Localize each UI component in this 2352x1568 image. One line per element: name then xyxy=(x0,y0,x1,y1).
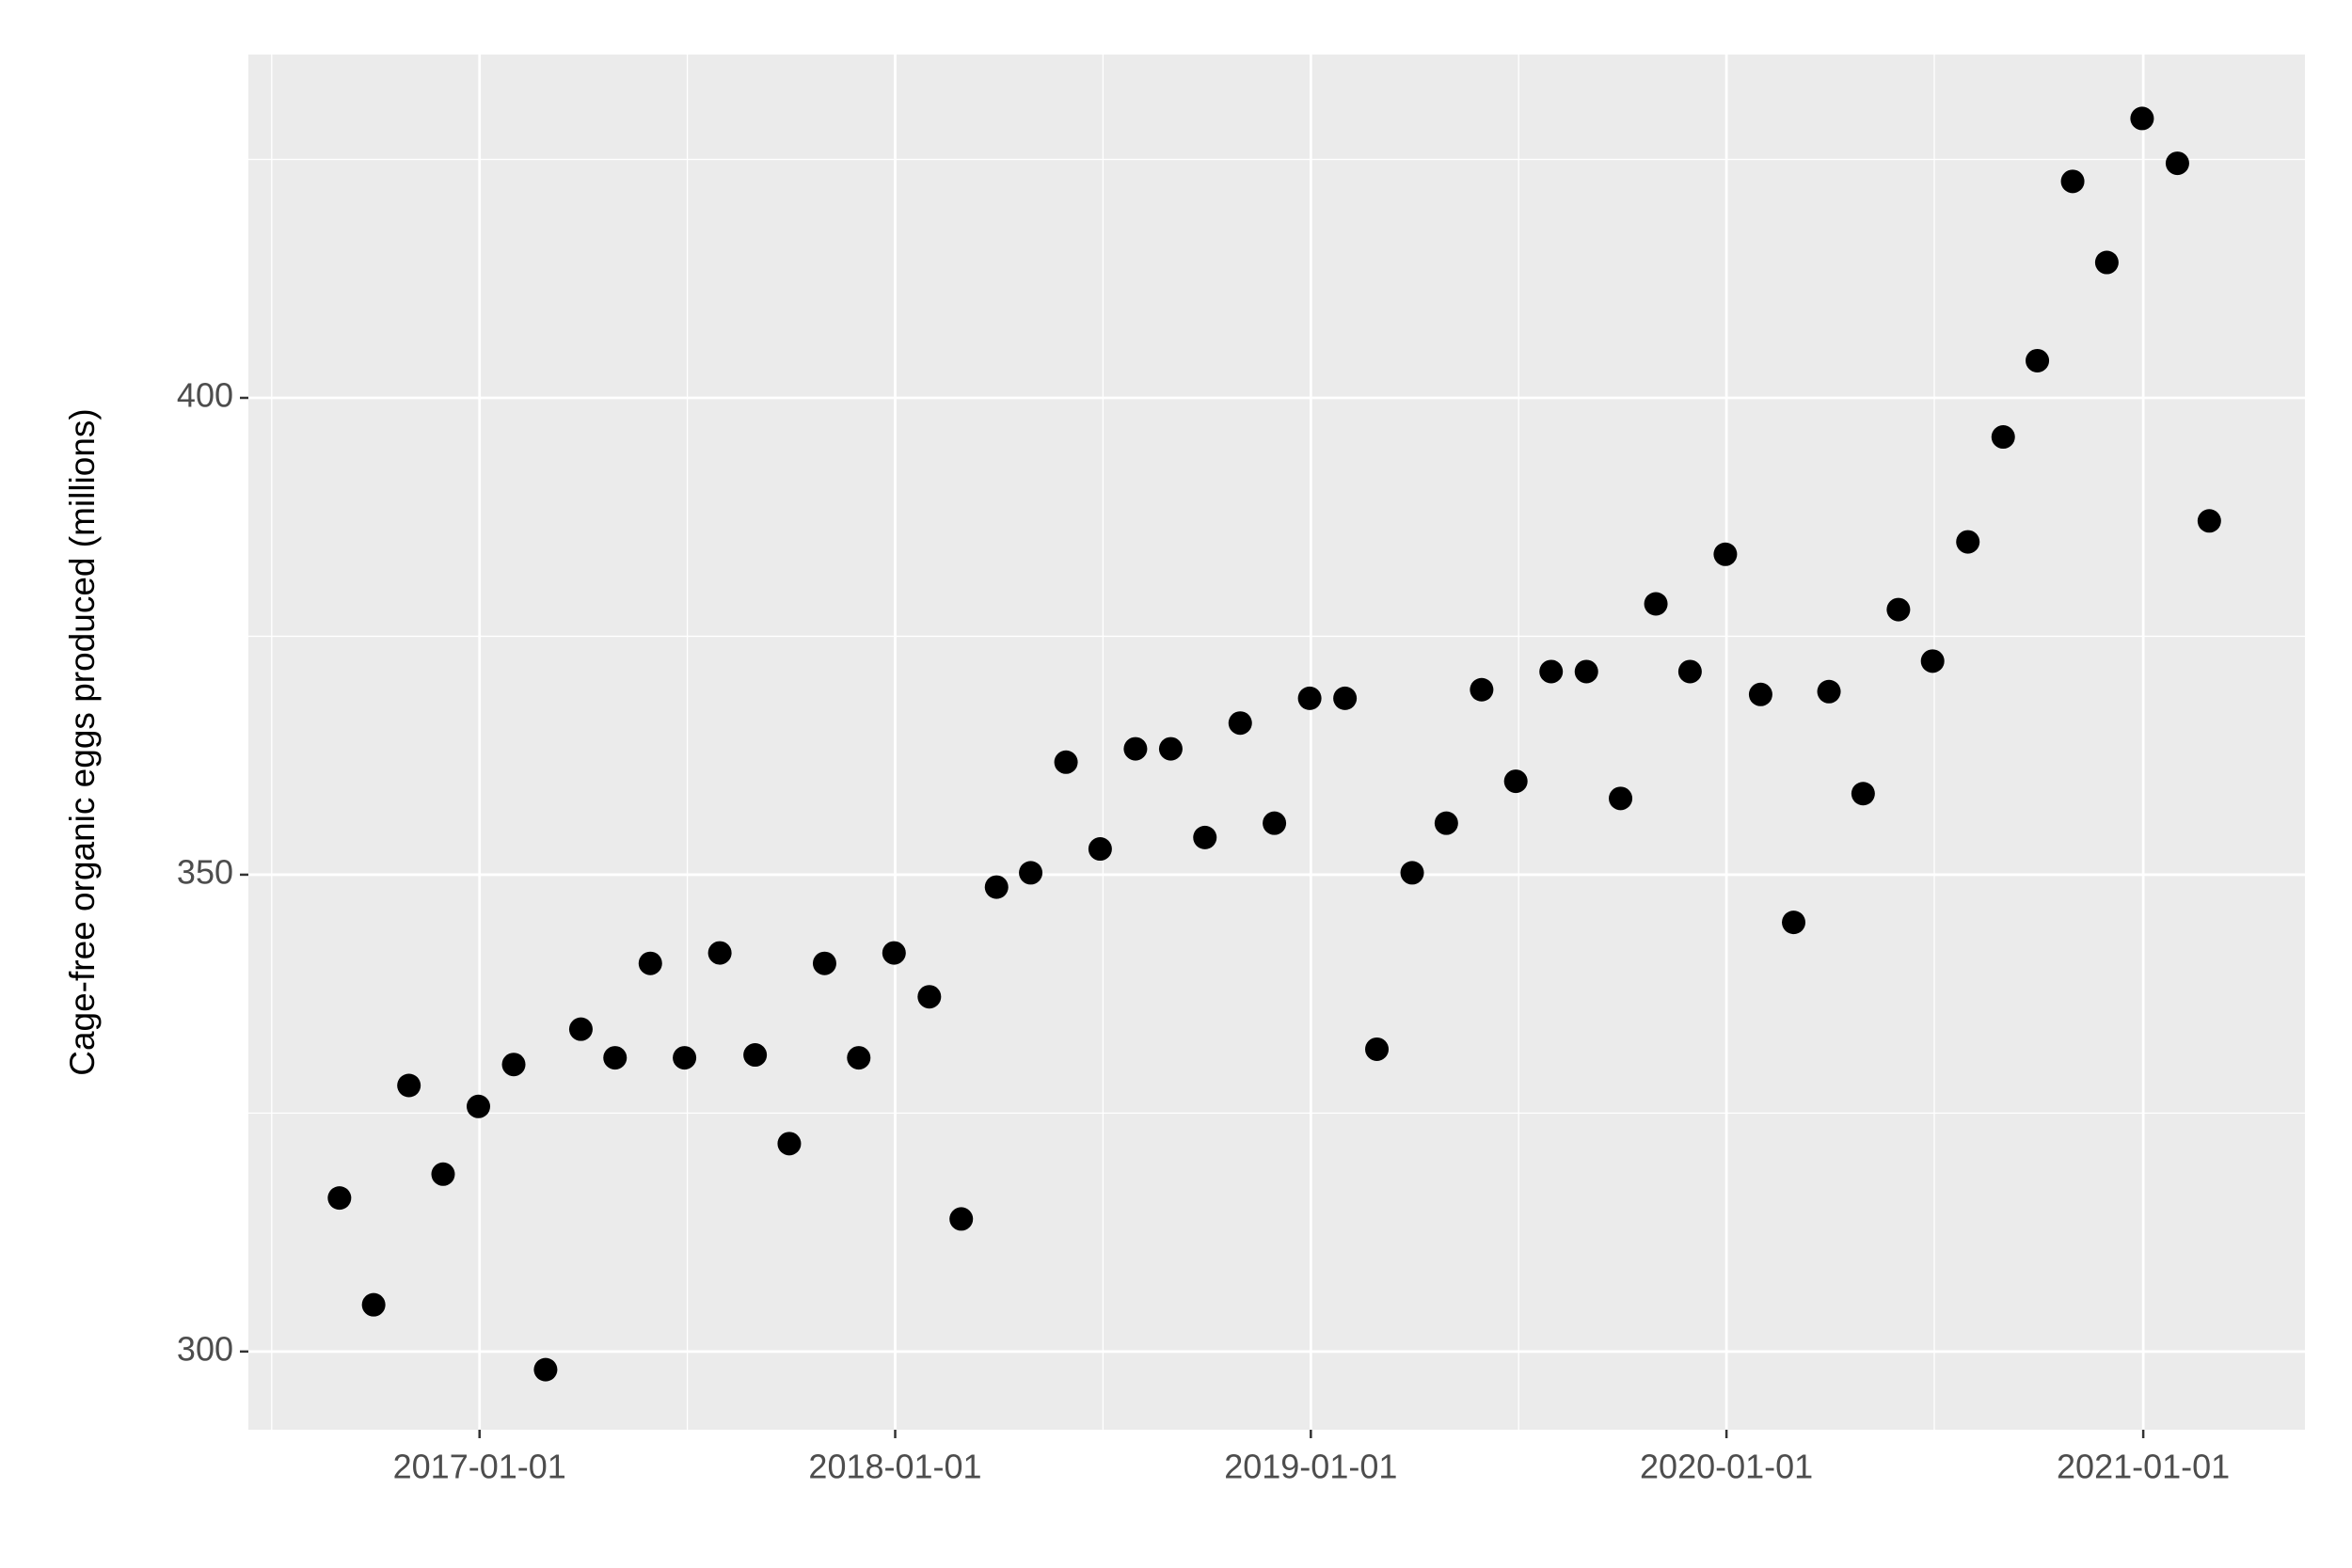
point xyxy=(1748,682,1772,706)
point xyxy=(327,1186,352,1211)
point xyxy=(1228,711,1252,736)
point xyxy=(1470,677,1494,702)
point xyxy=(431,1162,455,1186)
x-tick-label: 2018-01-01 xyxy=(808,1448,981,1486)
point xyxy=(1920,649,1945,673)
point xyxy=(1123,736,1148,761)
point xyxy=(1365,1037,1390,1061)
y-axis-title: Cage-free organic eggs produced (million… xyxy=(63,408,102,1076)
point xyxy=(673,1046,697,1070)
point xyxy=(1644,592,1668,616)
point xyxy=(1503,769,1528,794)
point xyxy=(1782,911,1806,935)
point xyxy=(603,1046,628,1070)
point xyxy=(743,1043,768,1068)
point xyxy=(1677,659,1702,684)
point xyxy=(1158,736,1183,761)
point xyxy=(812,951,836,975)
point xyxy=(1851,782,1875,806)
point xyxy=(467,1094,491,1118)
point xyxy=(2060,169,2085,194)
point xyxy=(1886,597,1911,622)
point xyxy=(1263,811,1287,835)
y-tick-label: 300 xyxy=(177,1329,233,1368)
point xyxy=(882,941,906,965)
point xyxy=(568,1017,593,1041)
point xyxy=(917,985,942,1009)
point xyxy=(1088,837,1112,862)
point xyxy=(361,1292,386,1317)
x-tick-label: 2021-01-01 xyxy=(2057,1448,2230,1486)
point xyxy=(2130,106,2154,131)
point xyxy=(1713,542,1738,566)
y-tick-label: 350 xyxy=(177,852,233,891)
point xyxy=(1400,861,1424,885)
x-tick-label: 2019-01-01 xyxy=(1224,1448,1397,1486)
panel xyxy=(248,55,2305,1430)
point xyxy=(1609,786,1633,811)
point xyxy=(777,1132,802,1156)
point xyxy=(1333,686,1358,710)
point xyxy=(501,1053,526,1077)
point xyxy=(707,941,732,965)
point xyxy=(1991,425,2015,450)
point xyxy=(1817,679,1841,704)
point xyxy=(2165,151,2189,176)
x-tick-label: 2017-01-01 xyxy=(393,1448,566,1486)
point xyxy=(949,1207,974,1231)
point xyxy=(397,1073,421,1098)
point xyxy=(2026,348,2050,372)
point xyxy=(1193,825,1217,849)
point xyxy=(1434,811,1458,835)
point xyxy=(2197,509,2221,533)
point xyxy=(1956,530,1980,554)
point xyxy=(1054,750,1078,774)
point xyxy=(1297,686,1322,710)
point xyxy=(2094,250,2119,275)
point xyxy=(533,1357,558,1382)
point xyxy=(1539,659,1564,684)
y-tick-label: 400 xyxy=(177,376,233,415)
x-tick-label: 2020-01-01 xyxy=(1640,1448,1813,1486)
point xyxy=(847,1046,871,1070)
point xyxy=(1574,659,1598,684)
point xyxy=(984,875,1009,899)
point xyxy=(638,951,662,975)
point xyxy=(1019,861,1043,885)
